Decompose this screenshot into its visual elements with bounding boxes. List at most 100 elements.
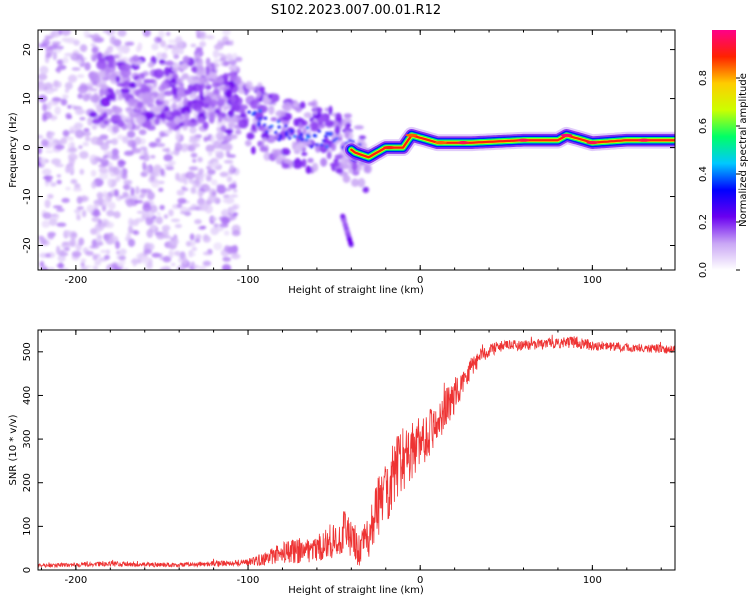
ridge-blob xyxy=(136,114,147,124)
noise-blob xyxy=(163,214,169,219)
noise-blob xyxy=(159,204,165,211)
ridge-blob xyxy=(303,112,312,119)
noise-blob xyxy=(61,37,70,42)
noise-blob xyxy=(126,232,131,241)
noise-blob xyxy=(113,211,121,219)
noise-blob xyxy=(223,159,234,164)
spectrogram-y-label: Frequency (Hz) xyxy=(8,112,19,188)
noise-blob xyxy=(156,37,162,42)
ridge-highlight xyxy=(332,139,336,143)
noise-blob xyxy=(54,214,59,221)
ridge-blob xyxy=(235,129,242,135)
noise-blob xyxy=(45,150,54,154)
noise-blob xyxy=(162,52,168,60)
ridge-blob xyxy=(296,128,302,135)
noise-blob xyxy=(146,191,155,201)
ridge-blob xyxy=(105,94,114,101)
noise-blob xyxy=(222,198,232,204)
noise-blob xyxy=(42,168,52,176)
noise-blob xyxy=(221,263,232,270)
noise-blob xyxy=(62,129,70,137)
ridge-blob xyxy=(211,81,220,89)
ridge-blob xyxy=(196,57,204,68)
ridge-blob xyxy=(225,88,233,99)
noise-blob xyxy=(39,65,49,75)
noise-blob xyxy=(56,264,65,268)
noise-blob xyxy=(47,194,54,199)
noise-blob xyxy=(59,249,65,254)
noise-blob xyxy=(199,41,207,48)
noise-blob xyxy=(65,230,72,236)
noise-blob xyxy=(235,56,243,62)
noise-blob xyxy=(182,187,189,192)
noise-blob xyxy=(168,39,177,44)
noise-blob xyxy=(136,210,145,214)
ridge-blob xyxy=(107,87,113,94)
ridge-blob xyxy=(250,146,256,155)
secondary-blob xyxy=(347,236,353,242)
ridge-blob xyxy=(263,97,272,105)
ridge-blob xyxy=(307,101,317,106)
ridge-blob xyxy=(141,91,153,102)
noise-blob xyxy=(82,131,92,137)
noise-blob xyxy=(176,189,185,196)
ridge-blob xyxy=(258,86,266,93)
noise-blob xyxy=(151,179,160,188)
ridge-highlight xyxy=(269,124,274,128)
ridge-highlight xyxy=(324,135,328,139)
ridge-blob xyxy=(141,106,147,114)
noise-blob xyxy=(148,172,159,177)
snr-series-line xyxy=(38,334,675,569)
ridge-blob xyxy=(158,104,165,110)
noise-blob xyxy=(94,222,105,232)
noise-blob xyxy=(168,249,174,259)
noise-blob xyxy=(99,172,109,180)
noise-blob xyxy=(76,196,83,205)
ridge-blob xyxy=(324,120,335,127)
noise-blob xyxy=(102,190,108,199)
noise-blob xyxy=(115,240,121,250)
ridge-blob xyxy=(268,105,275,115)
noise-blob xyxy=(107,45,114,50)
noise-blob xyxy=(168,98,177,102)
noise-blob xyxy=(67,74,78,83)
noise-blob xyxy=(54,163,65,168)
noise-blob xyxy=(84,62,91,71)
noise-blob xyxy=(136,253,145,260)
noise-blob xyxy=(213,223,219,228)
ridge-blob xyxy=(267,93,273,99)
noise-blob xyxy=(77,85,88,94)
noise-blob xyxy=(107,178,113,187)
ridge-blob xyxy=(261,132,270,140)
noise-blob xyxy=(127,139,137,148)
ridge-blob xyxy=(99,83,108,90)
noise-blob xyxy=(84,135,91,142)
ridge-hotspot xyxy=(638,138,651,142)
ridge-blob xyxy=(97,51,102,60)
noise-blob xyxy=(96,191,104,199)
noise-blob xyxy=(110,154,120,161)
noise-blob xyxy=(41,220,51,228)
noise-blob xyxy=(85,250,94,256)
noise-blob xyxy=(83,128,90,132)
ridge-blob xyxy=(334,125,341,136)
noise-blob xyxy=(228,183,237,189)
noise-blob xyxy=(38,83,46,92)
noise-blob xyxy=(189,94,197,100)
noise-blob xyxy=(230,253,241,260)
ridge-blob xyxy=(117,93,123,101)
noise-blob xyxy=(185,208,191,212)
noise-blob xyxy=(191,142,201,148)
x-tick-label: -200 xyxy=(65,575,88,586)
noise-blob xyxy=(227,57,234,61)
colorbar-tick-label: 0.8 xyxy=(698,70,709,86)
ridge-blob xyxy=(157,92,165,102)
ridge-blob xyxy=(311,162,319,173)
noise-blob xyxy=(192,264,200,269)
colorbar-label: Normalized spectral amplitude xyxy=(738,73,749,227)
noise-blob xyxy=(92,254,98,261)
noise-blob xyxy=(188,252,196,257)
ridge-blob xyxy=(181,119,192,127)
ridge-blob xyxy=(335,168,344,174)
ridge-blob xyxy=(128,98,136,107)
